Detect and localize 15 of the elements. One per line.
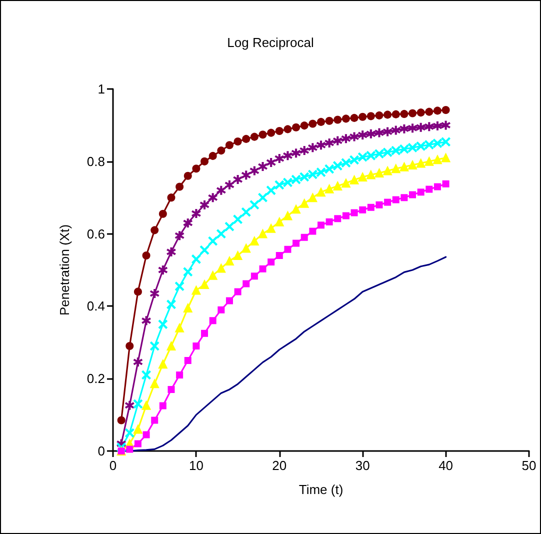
x-tick-label: 20 xyxy=(272,458,287,473)
x-tick-label: 40 xyxy=(438,458,454,473)
y-tick-label: 0 xyxy=(98,444,105,458)
x-tick-label: 30 xyxy=(355,458,370,473)
y-tick-label: 0.2 xyxy=(86,371,105,386)
y-tick-label: 0.8 xyxy=(86,154,105,169)
chart-title: Log Reciprocal xyxy=(227,35,314,50)
y-tick-label: 0.4 xyxy=(86,298,105,314)
x-tick-label: 50 xyxy=(522,458,536,473)
y-tick-label: 0.6 xyxy=(86,226,105,242)
x-tick-label: 0 xyxy=(109,458,117,473)
y-axis-title: Penetration (Xt) xyxy=(57,224,72,316)
x-tick-label: 10 xyxy=(188,458,204,473)
y-tick-label: 1 xyxy=(98,82,105,96)
x-axis-title: Time (t) xyxy=(298,482,344,497)
